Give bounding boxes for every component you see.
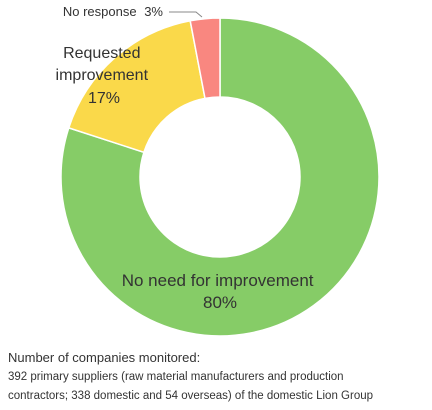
donut-slices <box>60 17 380 337</box>
requested-improvement-label: Requested improvement 17% <box>56 45 153 107</box>
no-response-leader-line <box>169 11 203 18</box>
notes: Number of companies monitored: 392 prima… <box>8 348 428 406</box>
no-response-value: 3% <box>144 4 163 19</box>
no-need-name: No need for improvement <box>122 271 314 290</box>
requested-improvement-value: 17% <box>88 90 120 107</box>
slice-no-response <box>189 17 221 100</box>
notes-line-2: contractors; 338 domestic and 54 oversea… <box>8 390 374 402</box>
no-response-name: No response <box>63 4 137 19</box>
no-need-value: 80% <box>203 293 237 312</box>
donut-chart: No response 3% Requested improvement 17%… <box>56 4 380 337</box>
notes-line-1: 392 primary suppliers (raw material manu… <box>8 371 344 383</box>
slice-no-need <box>60 17 380 337</box>
requested-improvement-name-line1: Requested <box>63 45 140 62</box>
requested-improvement-name-line2: improvement <box>56 67 149 84</box>
no-need-label: No need for improvement 80% <box>122 271 319 312</box>
notes-title: Number of companies monitored: <box>8 350 201 365</box>
slice-requested-improvement <box>67 19 206 154</box>
no-response-label: No response 3% <box>63 4 164 19</box>
